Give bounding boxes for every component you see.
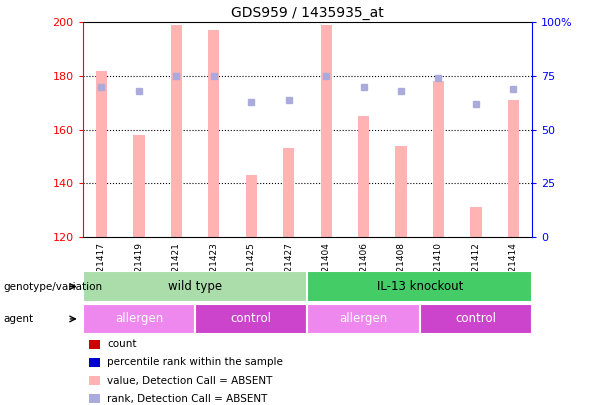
Text: value, Detection Call = ABSENT: value, Detection Call = ABSENT bbox=[107, 376, 273, 386]
Bar bbox=[195, 304, 307, 334]
Bar bbox=[508, 100, 519, 237]
Text: control: control bbox=[230, 312, 272, 326]
Text: wild type: wild type bbox=[168, 280, 222, 293]
Bar bbox=[83, 271, 307, 302]
Text: percentile rank within the sample: percentile rank within the sample bbox=[107, 358, 283, 367]
Text: allergen: allergen bbox=[340, 312, 387, 326]
Text: agent: agent bbox=[3, 314, 33, 324]
Bar bbox=[358, 116, 369, 237]
Text: rank, Detection Call = ABSENT: rank, Detection Call = ABSENT bbox=[107, 394, 268, 404]
Bar bbox=[246, 175, 257, 237]
Bar bbox=[395, 146, 406, 237]
Bar bbox=[133, 135, 145, 237]
Bar bbox=[307, 304, 420, 334]
Bar bbox=[433, 81, 444, 237]
Text: genotype/variation: genotype/variation bbox=[3, 281, 102, 292]
Text: control: control bbox=[455, 312, 497, 326]
Bar bbox=[470, 207, 482, 237]
Bar bbox=[283, 148, 294, 237]
Bar bbox=[83, 304, 195, 334]
Bar bbox=[307, 271, 532, 302]
Bar bbox=[96, 70, 107, 237]
Text: IL-13 knockout: IL-13 knockout bbox=[376, 280, 463, 293]
Title: GDS959 / 1435935_at: GDS959 / 1435935_at bbox=[231, 6, 384, 20]
Bar bbox=[171, 25, 182, 237]
Bar bbox=[420, 304, 532, 334]
Bar bbox=[321, 25, 332, 237]
Text: count: count bbox=[107, 339, 137, 349]
Bar bbox=[208, 30, 219, 237]
Text: allergen: allergen bbox=[115, 312, 163, 326]
